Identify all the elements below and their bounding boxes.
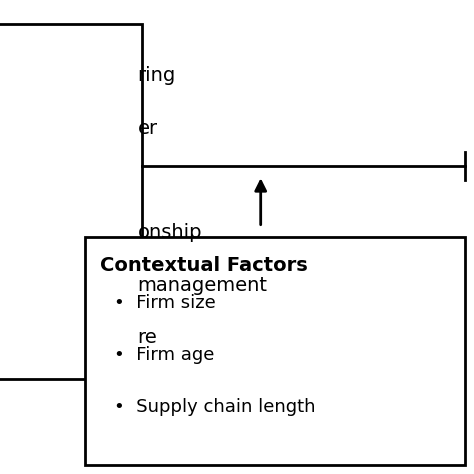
- Text: management: management: [137, 275, 267, 295]
- Text: •  Supply chain length: • Supply chain length: [114, 398, 315, 416]
- Text: ring: ring: [137, 66, 176, 85]
- Text: re: re: [137, 328, 157, 347]
- Text: •  Firm size: • Firm size: [114, 294, 216, 312]
- FancyBboxPatch shape: [0, 24, 142, 379]
- FancyBboxPatch shape: [85, 237, 465, 465]
- Text: onship: onship: [137, 223, 202, 242]
- Text: Contextual Factors: Contextual Factors: [100, 256, 307, 275]
- Text: •  Firm age: • Firm age: [114, 346, 214, 364]
- Text: er: er: [137, 119, 157, 138]
